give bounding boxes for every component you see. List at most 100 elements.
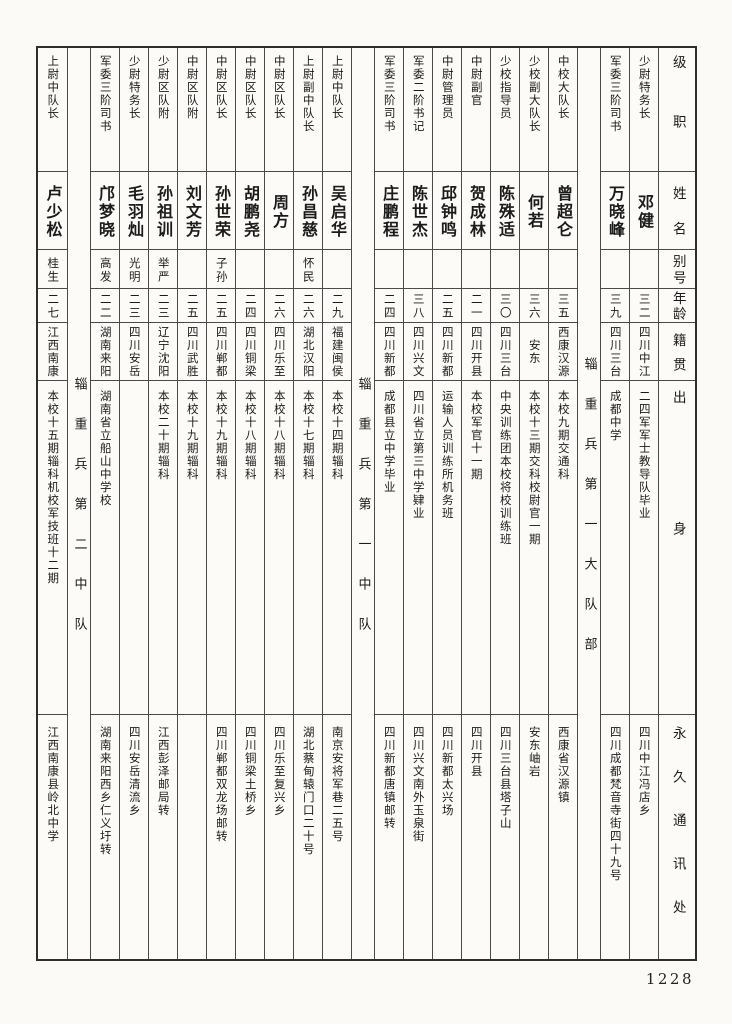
header-cell-address: 永久通讯处: [659, 715, 695, 959]
person-rank: 军委三阶司书: [608, 55, 623, 133]
cell-origin: 运输人员训练所机务班: [433, 381, 461, 715]
cell-native: 西康汉源: [549, 323, 577, 381]
cell-alias: 子孙: [207, 250, 235, 289]
unit-group-text: 辎重兵第一中队: [355, 377, 371, 657]
cell-address: 四川新都唐镇邮转: [375, 715, 403, 959]
cell-age: 二四: [236, 289, 264, 323]
attribute-label: 出身: [669, 390, 686, 653]
person-name: 万晓峰: [606, 184, 625, 239]
cell-age: 二九: [323, 289, 351, 323]
person-age: 二九: [330, 293, 345, 320]
person-column: 军委三阶司书 庄鹏程 二四 四川新都 成都县立中学毕业 四川新都唐镇邮转: [374, 48, 403, 959]
person-age: 二五: [185, 293, 200, 320]
cell-name: 吴启华: [323, 172, 351, 250]
person-native: 安东: [527, 338, 542, 365]
cell-name: 孙世荣: [207, 172, 235, 250]
person-name: 周方: [270, 193, 289, 230]
cell-origin: 成都中学: [601, 381, 629, 715]
person-address: 四川铜梁土桥乡: [243, 726, 258, 817]
person-native: 四川新都: [382, 325, 397, 378]
person-name: 刘文芳: [183, 184, 202, 239]
unit-group-label: 辎重兵第一中队: [352, 48, 374, 959]
person-column: 上尉中队长 卢少松 桂生 二七 江西南康 本校十五期辎科机校军技班十二期 江西南康县岭北中学: [38, 48, 67, 959]
person-alias: 光明: [127, 256, 142, 284]
cell-native: 四川郸都: [207, 323, 235, 381]
cell-origin: 本校二十期辎科: [149, 381, 177, 715]
person-age: 二四: [243, 293, 258, 320]
cell-name: 贺成林: [462, 172, 490, 250]
person-origin: 成都中学: [608, 390, 623, 442]
cell-origin: 本校十五期辎科机校军技班十二期: [38, 381, 67, 715]
cell-rank: 少尉区队附: [149, 48, 177, 172]
cell-alias: [462, 250, 490, 289]
cell-origin: 四川省立第三中学肄业: [404, 381, 432, 715]
person-native: 四川中江: [637, 325, 652, 378]
person-column: 少尉特务长 毛羽灿 光明 二三 四川安岳 四川安岳清流乡: [119, 48, 148, 959]
cell-alias: 举严: [149, 250, 177, 289]
cell-rank: 上尉中队长: [38, 48, 67, 172]
person-age: 三六: [527, 293, 542, 320]
cell-origin: 本校十八期辎科: [265, 381, 293, 715]
cell-rank: 中尉副官: [462, 48, 490, 172]
person-age: 三二: [637, 293, 652, 320]
person-native: 湖北汉阳: [301, 325, 316, 378]
cell-age: 二三: [149, 289, 177, 323]
person-address: 南京安将军巷二五号: [330, 726, 345, 843]
person-column: 上尉副中队长 孙昌慈 怀民 二六 湖北汉阳 本校十七期辎科 湖北蔡甸辕门口二十号: [293, 48, 322, 959]
person-name: 吴启华: [328, 184, 347, 239]
cell-age: 二三: [120, 289, 148, 323]
person-rank: 少校指导员: [498, 55, 513, 120]
cell-origin: 本校十七期辎科: [294, 381, 322, 715]
cell-rank: 中尉管理员: [433, 48, 461, 172]
person-rank: 中尉区队长: [272, 55, 287, 120]
person-native: 四川安岳: [127, 325, 142, 378]
attribute-label: 别号: [669, 254, 686, 287]
person-name: 邓健: [635, 193, 654, 230]
person-native: 四川铜梁: [243, 325, 258, 378]
person-column: 少尉区队附 孙祖训 举严 二三 辽宁沈阳 本校二十期辎科 江西彭泽邮局转: [148, 48, 177, 959]
cell-name: 邱钟鸣: [433, 172, 461, 250]
person-name: 孙昌慈: [299, 184, 318, 239]
person-origin: 本校十七期辎科: [301, 390, 316, 481]
person-name: 曾超仑: [554, 184, 573, 239]
person-address: 四川乐至复兴乡: [272, 726, 287, 817]
cell-name: 邝梦晓: [91, 172, 119, 250]
cell-address: 四川三台县塔子山: [491, 715, 519, 959]
cell-address: 四川郸都双龙场邮转: [207, 715, 235, 959]
person-address: 四川安岳清流乡: [127, 726, 142, 817]
cell-native: 湖南来阳: [91, 323, 119, 381]
cell-alias: [178, 250, 206, 289]
cell-address: 江西彭泽邮局转: [149, 715, 177, 959]
person-name: 何若: [525, 193, 544, 230]
person-name: 陈世杰: [409, 184, 428, 239]
cell-alias: [433, 250, 461, 289]
person-address: 江西南康县岭北中学: [46, 726, 61, 843]
cell-name: 毛羽灿: [120, 172, 148, 250]
cell-address: 西康省汉源镇: [549, 715, 577, 959]
person-native: 福建闽侯: [330, 325, 345, 378]
cell-alias: [601, 250, 629, 289]
cell-origin: [120, 381, 148, 715]
person-address: 西康省汉源镇: [556, 726, 571, 804]
person-rank: 少尉区队附: [156, 55, 171, 120]
cell-address: 四川新都太兴场: [433, 715, 461, 959]
header-cell-rank: 级职: [659, 48, 695, 172]
person-column: 中校大队长 曾超仑 三五 西康汉源 本校九期交通科 西康省汉源镇: [548, 48, 577, 959]
header-cell-native: 籍贯: [659, 323, 695, 381]
cell-alias: 高发: [91, 250, 119, 289]
person-address: 四川开县: [469, 726, 484, 778]
cell-age: 三九: [601, 289, 629, 323]
person-alias: 高发: [98, 256, 113, 284]
attribute-header-column: 级职 姓名 别号 年龄 籍贯 出身 永久通讯处: [658, 48, 695, 959]
cell-origin: 成都县立中学毕业: [375, 381, 403, 715]
cell-origin: 本校十九期辎科: [178, 381, 206, 715]
cell-rank: 中尉区队长: [207, 48, 235, 172]
person-origin: 本校十四期辎科: [330, 390, 345, 481]
person-origin: 中央训练团本校将校训练班: [498, 390, 513, 546]
cell-age: 三五: [549, 289, 577, 323]
person-origin: 运输人员训练所机务班: [440, 390, 455, 520]
person-name: 陈殊适: [496, 184, 515, 239]
person-rank: 中尉区队长: [214, 55, 229, 120]
unit-group-text: 辎重兵第二中队: [71, 377, 87, 657]
cell-name: 曾超仑: [549, 172, 577, 250]
